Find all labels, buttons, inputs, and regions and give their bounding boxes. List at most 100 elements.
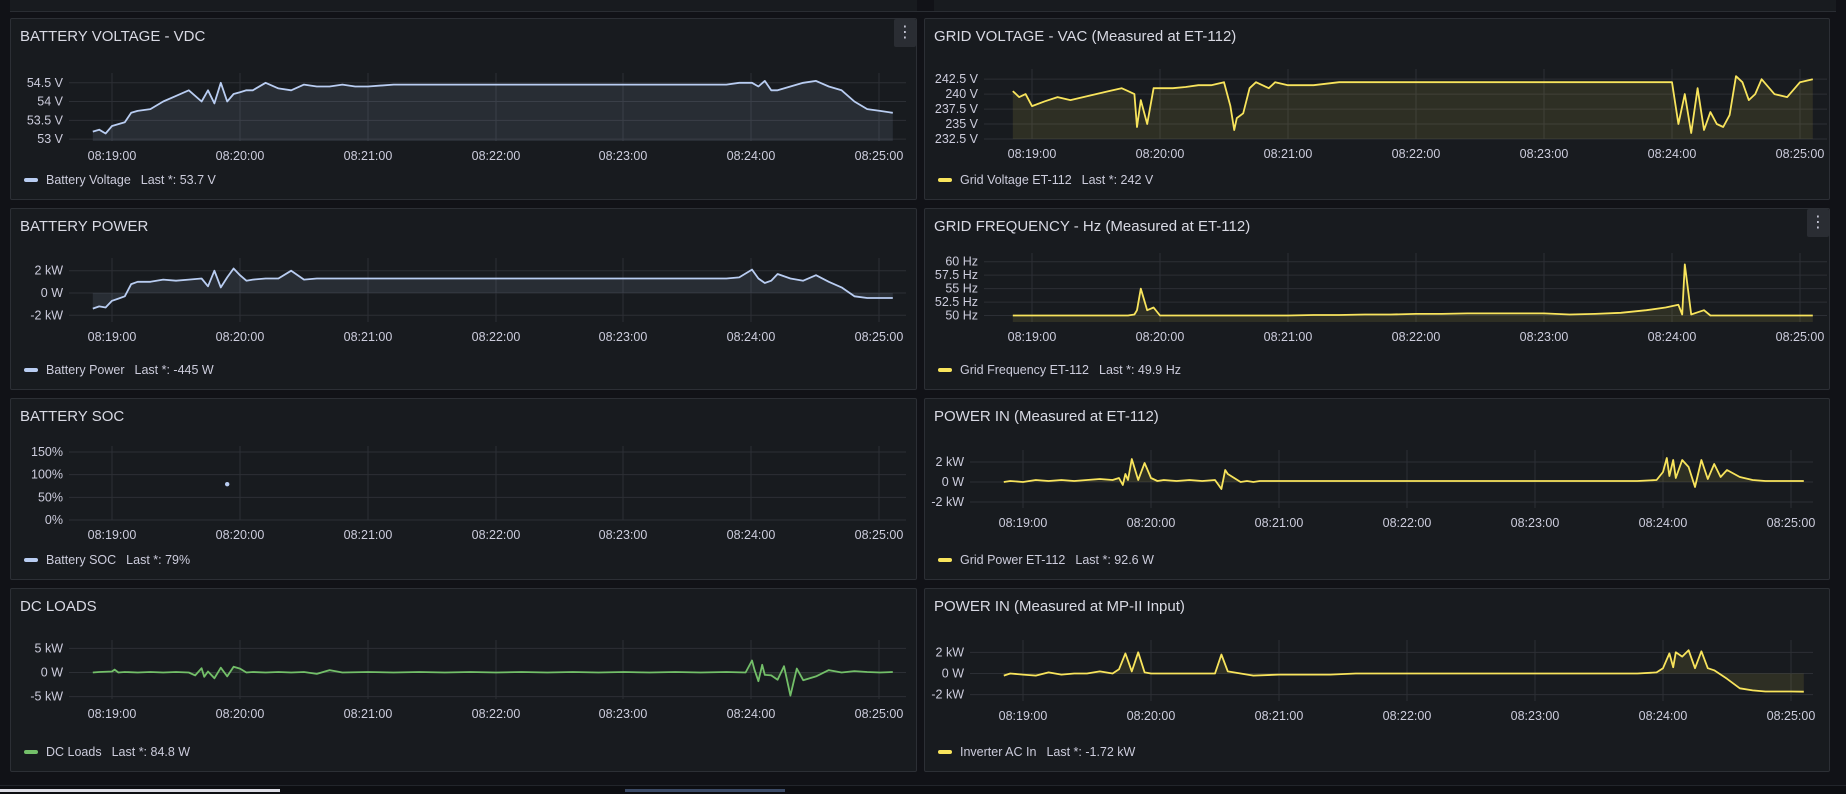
y-tick-label: 50% [38, 490, 63, 504]
x-tick-label: 08:25:00 [1776, 147, 1825, 161]
x-tick-label: 08:19:00 [1008, 330, 1057, 344]
y-tick-label: 2 kW [936, 645, 965, 659]
x-tick-label: 08:25:00 [855, 149, 904, 163]
y-tick-label: -2 kW [931, 688, 964, 702]
y-tick-label: 53 V [37, 132, 63, 146]
y-tick-label: -5 kW [30, 690, 63, 704]
x-tick-label: 08:21:00 [344, 707, 393, 721]
legend-series-name: DC Loads [46, 745, 102, 759]
panel-title[interactable]: DC LOADS [20, 598, 97, 615]
x-tick-label: 08:24:00 [1648, 147, 1697, 161]
chart-power-in-mpii[interactable]: 2 kW 0 W -2 kW 08:19:00 08:20:00 08:21:00 08:2… [925, 589, 1831, 773]
panel-title[interactable]: BATTERY POWER [20, 218, 149, 235]
panel-battery-voltage: BATTERY VOLTAGE - VDC ⋮ 54.5 V 54 V 53.5 V 53… [10, 18, 917, 200]
legend-series-name: Grid Power ET-112 [960, 553, 1066, 567]
chart-dc-loads[interactable]: 5 kW 0 W -5 kW 08:19:00 08:20:00 08:21:00 08:2… [11, 589, 918, 773]
panel-title[interactable]: BATTERY VOLTAGE - VDC [20, 28, 206, 45]
y-tick-label: 57.5 Hz [935, 268, 978, 282]
series-line[interactable] [1012, 263, 1813, 317]
x-tick-label: 08:23:00 [1520, 147, 1569, 161]
series-line[interactable] [1012, 75, 1814, 134]
x-tick-label: 08:22:00 [1383, 516, 1432, 530]
legend-series-name: Grid Frequency ET-112 [960, 363, 1089, 377]
x-tick-label: 08:22:00 [472, 330, 521, 344]
x-tick-label: 08:21:00 [344, 528, 393, 542]
x-tick-label: 08:23:00 [599, 330, 648, 344]
x-tick-label: 08:22:00 [472, 707, 521, 721]
series-line[interactable] [92, 267, 893, 310]
y-tick-label: 100% [31, 468, 63, 482]
legend-item[interactable]: Battery Voltage Last *: 53.7 V [24, 173, 216, 187]
legend-last-value: Last *: 53.7 V [140, 173, 216, 187]
x-tick-label: 08:20:00 [1136, 147, 1185, 161]
panel-title[interactable]: POWER IN (Measured at MP-II Input) [934, 598, 1185, 615]
legend-item[interactable]: Battery Power Last *: -445 W [24, 363, 214, 377]
panel-title[interactable]: GRID FREQUENCY - Hz (Measured at ET-112) [934, 218, 1251, 235]
bottom-scrollbar[interactable] [0, 785, 1846, 794]
legend-swatch [24, 368, 38, 372]
y-tick-label: 0% [45, 513, 63, 527]
y-tick-label: 5 kW [35, 641, 64, 655]
legend-item[interactable]: DC Loads Last *: 84.8 W [24, 745, 190, 759]
panel-title[interactable]: BATTERY SOC [20, 408, 125, 425]
y-tick-label: 0 W [942, 667, 964, 681]
x-tick-label: 08:19:00 [88, 149, 137, 163]
chart-power-in-et112[interactable]: 2 kW 0 W -2 kW 08:19:00 08:20:00 08:21:00 08:2… [925, 399, 1831, 581]
legend-swatch [24, 750, 38, 754]
legend-swatch [24, 178, 38, 182]
panel-menu-icon[interactable]: ⋮ [894, 19, 916, 47]
x-tick-label: 08:19:00 [999, 709, 1048, 723]
x-tick-label: 08:20:00 [216, 707, 265, 721]
legend-last-value: Last *: -1.72 kW [1046, 745, 1136, 759]
x-tick-label: 08:22:00 [1383, 709, 1432, 723]
chart-battery-voltage[interactable]: 54.5 V 54 V 53.5 V 53 V 08:19:00 08:20:00 08:2… [11, 19, 918, 201]
panel-menu-icon[interactable]: ⋮ [1807, 209, 1829, 237]
x-tick-label: 08:19:00 [88, 707, 137, 721]
series-line[interactable] [1003, 457, 1804, 490]
x-tick-label: 08:20:00 [216, 528, 265, 542]
y-tick-label: 2 kW [936, 455, 965, 469]
x-tick-label: 08:21:00 [1264, 147, 1313, 161]
x-tick-label: 08:21:00 [1255, 516, 1304, 530]
series-area-fill [1012, 76, 1813, 139]
panel-title[interactable]: GRID VOLTAGE - VAC (Measured at ET-112) [934, 28, 1237, 45]
legend-series-name: Grid Voltage ET-112 [960, 173, 1072, 187]
legend-series-name: Battery SOC [46, 553, 117, 567]
legend-last-value: Last *: 79% [126, 553, 191, 567]
x-tick-label: 08:23:00 [1511, 709, 1560, 723]
panel-title[interactable]: POWER IN (Measured at ET-112) [934, 408, 1159, 425]
legend-last-value: Last *: 84.8 W [111, 745, 191, 759]
x-tick-label: 08:25:00 [855, 330, 904, 344]
panel-battery-power: BATTERY POWER 2 kW 0 W -2 kW 08:19:00 08:20:0… [10, 208, 917, 390]
chart-battery-soc[interactable]: 150% 100% 50% 0% 08:19:00 08:20:00 08:21:00 08:… [11, 399, 918, 581]
x-tick-label: 08:25:00 [855, 528, 904, 542]
y-tick-label: 60 Hz [945, 255, 978, 269]
x-tick-label: 08:22:00 [1392, 147, 1441, 161]
chart-battery-power[interactable]: 2 kW 0 W -2 kW 08:19:00 08:20:00 08:21:00 08:2… [11, 209, 918, 391]
legend-series-name: Battery Voltage [46, 173, 131, 187]
x-tick-label: 08:25:00 [1776, 330, 1825, 344]
x-tick-label: 08:23:00 [599, 149, 648, 163]
legend-series-name: Battery Power [46, 363, 125, 377]
legend-item[interactable]: Grid Frequency ET-112 Last *: 49.9 Hz [938, 363, 1181, 377]
y-tick-label: -2 kW [931, 495, 964, 509]
y-tick-label: 54.5 V [27, 76, 64, 90]
x-tick-label: 08:20:00 [216, 330, 265, 344]
series-line[interactable] [92, 659, 893, 697]
legend-item[interactable]: Grid Voltage ET-112 Last *: 242 V [938, 173, 1153, 187]
x-tick-label: 08:24:00 [727, 707, 776, 721]
x-tick-label: 08:22:00 [472, 528, 521, 542]
y-tick-label: 0 W [41, 666, 63, 680]
y-tick-label: 53.5 V [27, 113, 64, 127]
legend-item[interactable]: Inverter AC In Last *: -1.72 kW [938, 745, 1135, 759]
series-line[interactable] [1003, 649, 1804, 693]
x-tick-label: 08:20:00 [216, 149, 265, 163]
x-tick-label: 08:24:00 [727, 330, 776, 344]
legend-item[interactable]: Grid Power ET-112 Last *: 92.6 W [938, 553, 1154, 567]
data-point[interactable] [225, 481, 230, 487]
series-area-fill [92, 660, 893, 696]
legend-item[interactable]: Battery SOC Last *: 79% [24, 553, 190, 567]
series-line[interactable] [92, 80, 893, 135]
